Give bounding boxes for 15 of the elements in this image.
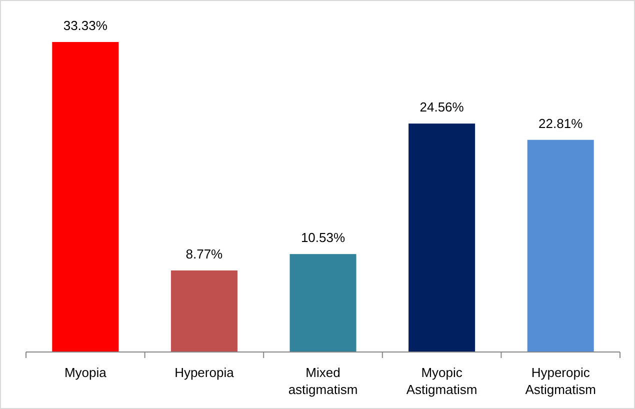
data-label: 33.33% <box>63 18 108 33</box>
bar <box>527 140 594 352</box>
bar <box>170 270 238 352</box>
bar <box>290 254 356 352</box>
bar <box>52 42 119 352</box>
x-tick-label: Myopic Astigmatism <box>406 365 478 397</box>
x-tick-label: Hyperopic Astigmatism <box>525 365 596 397</box>
data-label: 10.53% <box>300 230 346 246</box>
x-tick-label: Mixed astigmatism <box>288 365 358 397</box>
bar <box>408 124 476 352</box>
data-label: 24.56% <box>420 100 464 115</box>
x-tick-label: Myopia <box>64 365 108 380</box>
data-label: 22.81% <box>538 116 584 131</box>
x-tick-label: Hyperopia <box>174 365 235 380</box>
data-label: 8.77% <box>186 246 224 262</box>
